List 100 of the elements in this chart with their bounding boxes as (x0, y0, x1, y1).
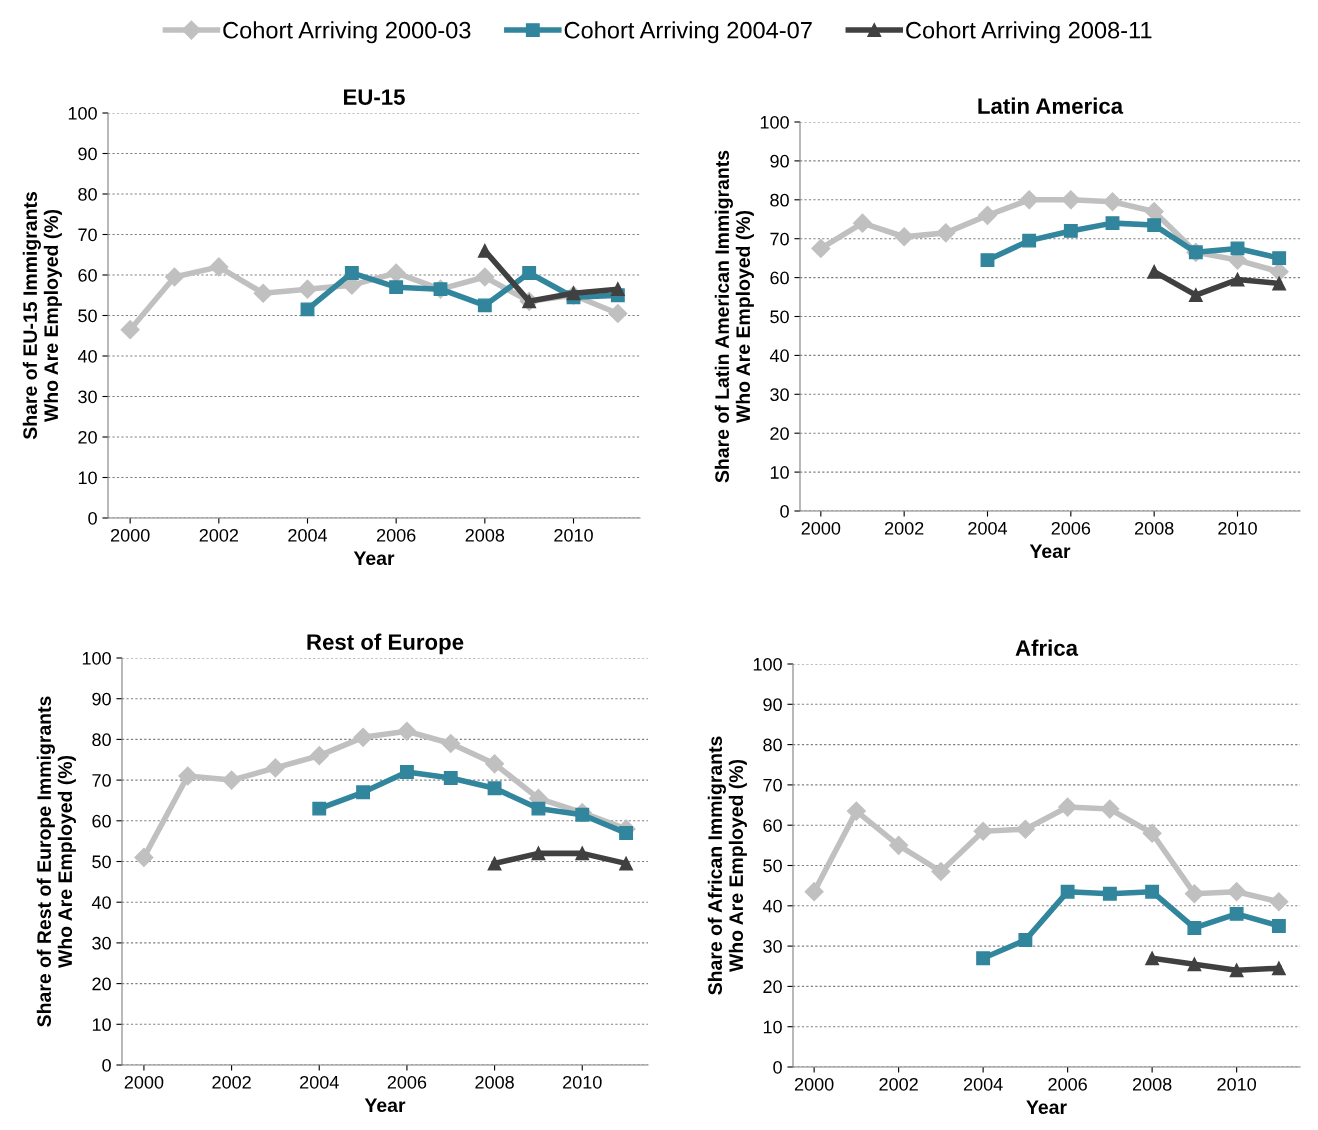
point (441, 733, 461, 754)
x-tick-label: 2010 (1218, 521, 1257, 535)
point (1060, 884, 1075, 899)
point (389, 280, 404, 295)
point (475, 267, 495, 287)
point (1184, 884, 1204, 904)
point (973, 821, 993, 841)
y-tick-label: 40 (762, 899, 782, 913)
y-tick-label: 40 (77, 349, 97, 363)
x-tick-label: 2006 (1048, 1077, 1087, 1091)
point (566, 286, 581, 301)
point (1018, 933, 1033, 948)
point (531, 846, 546, 861)
y-axis-title: Share of Rest of Europe Immigrants Who Are Employed (%) (36, 696, 76, 1027)
point (134, 847, 154, 867)
y-tick-label: 80 (763, 738, 782, 752)
point (1058, 797, 1078, 817)
x-tick-label: 2006 (376, 528, 416, 542)
chart-title: Latin America (978, 97, 1124, 114)
y-tick-label: 70 (92, 774, 111, 787)
point (619, 856, 634, 871)
point (1187, 957, 1202, 972)
point (487, 856, 502, 871)
y-tick-label: 70 (770, 232, 789, 246)
y-tick-label: 10 (92, 1018, 111, 1032)
point (222, 770, 242, 790)
y-tick-label: 10 (78, 471, 97, 485)
x-tick-label: 2010 (1217, 1077, 1256, 1091)
y-tick-label: 50 (770, 310, 789, 324)
point (1019, 190, 1039, 210)
point (1145, 884, 1160, 899)
point (889, 835, 909, 855)
y-tick-label: 60 (763, 819, 782, 832)
y-tick-label: 100 (753, 657, 782, 671)
x-axis-title: Year (1026, 1100, 1067, 1115)
point (610, 282, 625, 297)
point (300, 302, 315, 317)
y-tick-label: 70 (763, 778, 782, 792)
y-axis-title: Share of Latin American Immigrants Who Are Employed (%) (714, 150, 754, 483)
legend-label: Cohort Arriving 2004-07 (564, 21, 812, 44)
point (608, 303, 628, 324)
point (1142, 823, 1162, 843)
y-tick-label: 10 (763, 1020, 782, 1034)
point (846, 801, 866, 821)
point (1229, 963, 1244, 978)
point (1271, 961, 1286, 976)
point (1230, 272, 1245, 287)
point (1269, 892, 1289, 912)
x-tick-label: 2002 (199, 528, 239, 542)
y-tick-label: 90 (78, 147, 97, 161)
point (852, 213, 873, 233)
point (164, 267, 185, 287)
point (1102, 192, 1123, 212)
chart-title: EU-15 (343, 89, 405, 105)
point (1147, 218, 1162, 233)
y-tick-label: 100 (68, 106, 97, 120)
legend-label: Cohort Arriving 2000-03 (223, 21, 471, 44)
point (531, 801, 546, 816)
point (209, 257, 229, 277)
legend-label: Cohort Arriving 2008-11 (906, 21, 1152, 44)
point (1063, 223, 1078, 238)
x-tick-label: 2004 (963, 1077, 1003, 1091)
point (1271, 919, 1286, 933)
point (1022, 233, 1037, 248)
x-tick-label: 2002 (212, 1075, 251, 1089)
y-tick-label: 10 (770, 466, 789, 479)
x-tick-label: 2006 (1051, 521, 1091, 535)
y-tick-label: 60 (770, 271, 789, 285)
point (356, 785, 371, 800)
x-tick-label: 2008 (475, 1075, 514, 1089)
y-tick-label: 0 (773, 1060, 782, 1074)
point (980, 253, 995, 268)
point (1227, 882, 1247, 902)
point (894, 227, 914, 247)
point (1147, 264, 1162, 279)
x-tick-label: 2004 (968, 521, 1008, 535)
y-tick-label: 30 (78, 390, 97, 404)
y-tick-label: 40 (769, 349, 789, 363)
point (936, 223, 956, 243)
y-tick-label: 0 (88, 511, 97, 525)
point (309, 746, 329, 766)
y-tick-label: 20 (763, 980, 782, 994)
y-tick-label: 20 (770, 427, 789, 440)
point (485, 754, 505, 774)
y-tick-label: 60 (78, 268, 97, 282)
point (1105, 216, 1120, 231)
x-tick-label: 2008 (1132, 1077, 1172, 1091)
y-tick-label: 50 (763, 859, 782, 873)
y-tick-label: 90 (92, 692, 111, 706)
y-tick-label: 0 (102, 1058, 111, 1072)
point (977, 205, 998, 225)
x-axis-title: Year (353, 551, 395, 566)
point (344, 266, 359, 280)
point (1145, 951, 1160, 966)
y-tick-label: 80 (770, 193, 789, 207)
y-axis-title: Share of African Immigrants Who Are Employed (%) (707, 736, 747, 995)
point (1272, 276, 1287, 291)
y-tick-label: 70 (78, 228, 97, 242)
point (399, 765, 414, 779)
x-tick-label: 2000 (794, 1077, 834, 1091)
